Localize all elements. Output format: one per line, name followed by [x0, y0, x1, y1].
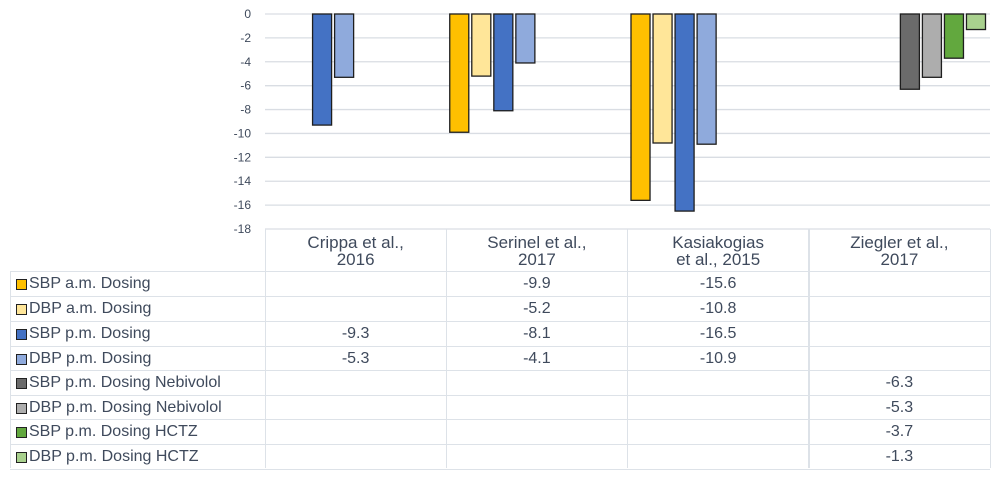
category-label: Kasiakogias et al., 2015 [628, 230, 809, 272]
legend-swatch [16, 328, 27, 340]
table-value: -10.8 [699, 300, 737, 318]
legend-label: DBP a.m. Dosing [29, 300, 152, 318]
bar-2-1 [493, 13, 514, 112]
legend-entry: SBP a.m. Dosing [12, 272, 263, 297]
table-value: -5.3 [341, 350, 370, 368]
table-col-divider [989, 229, 991, 468]
y-tick-label: -18 [234, 222, 252, 236]
bar-0-1 [449, 13, 470, 133]
table-row-divider [10, 321, 990, 323]
table-value: -9.9 [523, 275, 551, 293]
legend-entry: DBP p.m. Dosing Nebivolol [12, 396, 263, 421]
y-tick-label: -16 [234, 198, 252, 212]
legend-swatch [16, 402, 27, 414]
table-row-divider [10, 468, 990, 470]
legend-label: SBP a.m. Dosing [29, 275, 151, 293]
category-label-line: Crippa et al., [307, 233, 404, 252]
table-row-divider [10, 370, 990, 372]
bar-6-3 [943, 13, 965, 59]
table-value: -16.5 [699, 325, 737, 343]
category-label: Ziegler et al., 2017 [809, 230, 990, 272]
category-label-line: et al., 2015 [676, 250, 761, 269]
bar-0-2 [630, 13, 651, 201]
table-value: -1.3 [885, 448, 914, 466]
table-row-divider [10, 296, 990, 298]
bar-1-1 [471, 13, 492, 77]
table-col-divider [264, 229, 266, 468]
legend-label: DBP p.m. Dosing [29, 350, 152, 368]
category-label: Serinel et al., 2017 [446, 230, 627, 272]
table-row-divider [10, 395, 990, 397]
legend-label: SBP p.m. Dosing Nebivolol [29, 374, 221, 392]
table-row-divider [10, 346, 990, 348]
legend-entry: SBP p.m. Dosing [12, 322, 263, 347]
y-tick-label: -6 [240, 79, 251, 93]
category-label-line: Kasiakogias [672, 233, 764, 252]
legend-label: SBP p.m. Dosing HCTZ [29, 423, 198, 441]
bar-2-0 [311, 13, 333, 126]
table-value: -5.2 [523, 300, 551, 318]
legend-label: DBP p.m. Dosing HCTZ [29, 448, 199, 466]
legend-entry: DBP p.m. Dosing [12, 347, 263, 372]
table-value: -10.9 [699, 350, 737, 368]
table-value: -15.6 [699, 275, 737, 293]
bar-5-3 [921, 13, 943, 78]
legend-swatch [16, 426, 27, 438]
legend-swatch [16, 451, 27, 463]
table-col-divider [808, 229, 810, 468]
category-label: Crippa et al., 2016 [265, 230, 446, 272]
y-tick-label: -10 [234, 126, 252, 140]
legend-swatch [16, 353, 27, 365]
category-label-line: Serinel et al., [487, 233, 587, 252]
table-value: -6.3 [885, 374, 914, 392]
bar-2-2 [674, 13, 695, 212]
y-tick-label: -14 [234, 174, 252, 188]
table-left-border [10, 271, 12, 468]
bar-7-3 [965, 13, 987, 31]
category-label-line: 2017 [880, 250, 919, 269]
legend-label: DBP p.m. Dosing Nebivolol [29, 399, 222, 417]
table-value: -4.1 [523, 350, 551, 368]
y-tick-label: -2 [240, 31, 251, 45]
legend-entry: SBP p.m. Dosing HCTZ [12, 420, 263, 445]
table-row-divider [10, 419, 990, 421]
legend-swatch [16, 303, 27, 315]
table-row-divider [10, 271, 990, 273]
category-label-line: 2016 [336, 250, 375, 269]
legend-entry: SBP p.m. Dosing Nebivolol [12, 371, 263, 396]
bar-3-2 [696, 13, 717, 145]
table-col-divider [445, 229, 448, 468]
y-tick-label: 0 [244, 7, 251, 21]
bar-3-1 [515, 13, 536, 64]
y-tick-label: -4 [240, 55, 251, 69]
table-col-divider [627, 229, 629, 468]
legend-label: SBP p.m. Dosing [29, 325, 151, 343]
table-value: -5.3 [885, 399, 914, 417]
table-value: -8.1 [523, 325, 551, 343]
table-value: -3.7 [885, 423, 914, 441]
bar-4-3 [899, 13, 921, 90]
legend-swatch [16, 278, 27, 290]
bar-1-2 [652, 13, 673, 144]
bar-3-0 [333, 13, 355, 78]
legend-entry: DBP a.m. Dosing [12, 297, 263, 322]
legend-swatch [16, 377, 27, 389]
legend-entry: DBP p.m. Dosing HCTZ [12, 445, 263, 470]
y-tick-label: -12 [234, 150, 252, 164]
category-label-line: Ziegler et al., [850, 233, 949, 252]
y-tick-label: -8 [240, 103, 251, 117]
table-value: -9.3 [341, 325, 370, 343]
table-row-divider [10, 444, 990, 446]
category-label-line: 2017 [517, 250, 556, 269]
